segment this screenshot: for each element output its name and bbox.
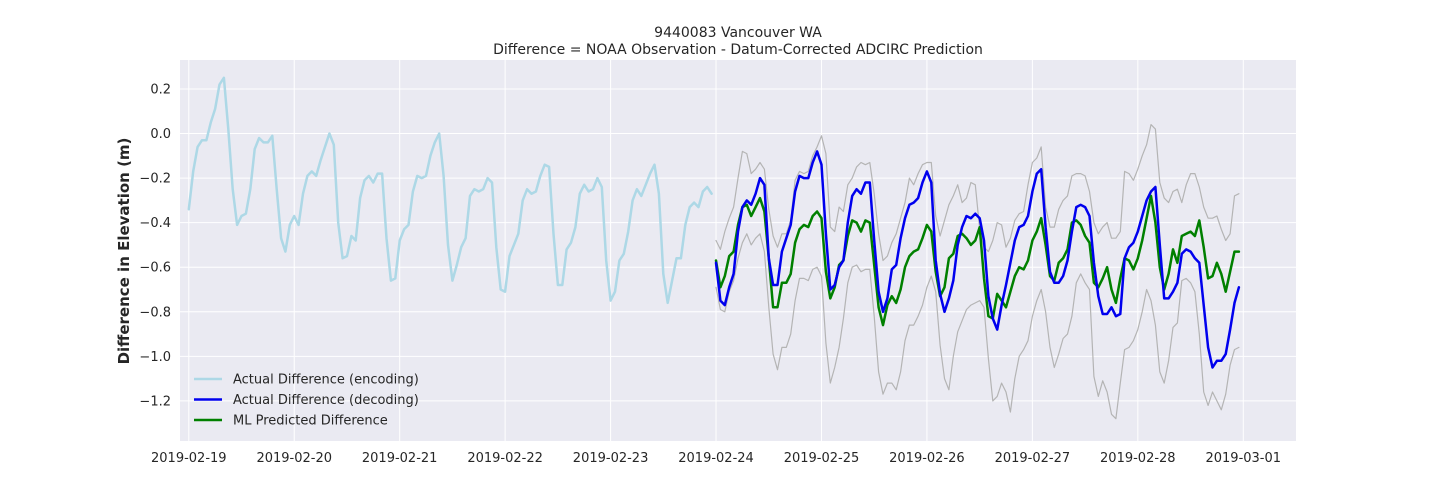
bound-line — [715, 233, 1240, 420]
x-tick-label: 2019-03-01 — [1205, 451, 1281, 466]
y-tick-label: −0.4 — [139, 216, 171, 231]
legend-label: ML Predicted Difference — [233, 414, 388, 429]
chart-subtitle: Difference = NOAA Observation - Datum-Co… — [493, 42, 983, 58]
x-tick-label: 2019-02-25 — [784, 451, 860, 466]
chart-title: 9440083 Vancouver WA — [654, 25, 822, 41]
y-tick-label: −0.2 — [139, 172, 171, 187]
x-tick-label: 2019-02-26 — [889, 451, 965, 466]
y-tick-label: −0.6 — [139, 261, 171, 276]
series-line-actual-difference-decoding — [714, 150, 1241, 369]
series-line-ml-predicted-difference — [714, 194, 1241, 327]
y-axis-ticks: 0.2 0.0 −0.2 −0.4 −0.6 −0.8 −1.0 −1.2 — [139, 82, 171, 409]
y-tick-label: −1.2 — [139, 394, 171, 409]
series-line-actual-difference-encoding — [187, 76, 713, 305]
y-tick-label: −0.8 — [139, 305, 171, 320]
legend-label: Actual Difference (encoding) — [233, 373, 419, 388]
series-layer — [187, 76, 1241, 420]
y-tick-label: −1.0 — [139, 350, 171, 365]
x-tick-label: 2019-02-23 — [573, 451, 649, 466]
legend-label: Actual Difference (decoding) — [233, 393, 419, 408]
x-tick-label: 2019-02-27 — [995, 451, 1071, 466]
plot-area — [180, 60, 1296, 441]
legend: Actual Difference (encoding) Actual Diffe… — [194, 373, 419, 429]
y-axis-label: Difference in Elevation (m) — [115, 138, 133, 365]
x-tick-label: 2019-02-19 — [151, 451, 227, 466]
x-tick-label: 2019-02-24 — [678, 451, 754, 466]
bound-line — [715, 123, 1240, 262]
x-tick-label: 2019-02-28 — [1100, 451, 1176, 466]
x-axis-ticks: 2019-02-19 2019-02-20 2019-02-21 2019-02-22… — [151, 451, 1281, 466]
y-tick-label: 0.0 — [150, 127, 171, 142]
x-tick-label: 2019-02-20 — [256, 451, 332, 466]
x-tick-label: 2019-02-22 — [467, 451, 543, 466]
x-tick-label: 2019-02-21 — [362, 451, 438, 466]
y-tick-label: 0.2 — [150, 82, 171, 97]
